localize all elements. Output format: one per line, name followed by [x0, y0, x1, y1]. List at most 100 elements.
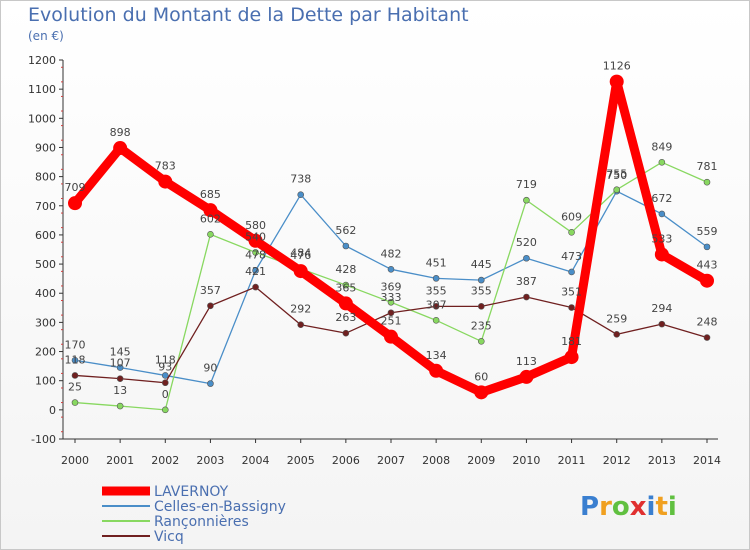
y-tick-label: 1100 — [28, 83, 56, 96]
data-label: 755 — [606, 168, 627, 181]
x-tick-label: 2008 — [422, 454, 450, 467]
data-point — [703, 243, 711, 251]
data-point — [161, 372, 169, 379]
data-point — [116, 375, 124, 382]
x-tick-label: 2011 — [558, 454, 586, 467]
data-label: 783 — [155, 160, 176, 173]
data-label: 1126 — [603, 60, 631, 73]
y-tick-label: 1000 — [28, 112, 56, 125]
data-point — [432, 303, 440, 310]
data-label: 251 — [381, 315, 402, 328]
data-label: 145 — [110, 346, 131, 359]
data-label: 602 — [200, 212, 221, 225]
data-label: 476 — [290, 249, 311, 262]
data-point — [429, 363, 444, 378]
y-tick-label: 600 — [35, 229, 56, 242]
x-tick-label: 2013 — [648, 454, 676, 467]
data-label: 294 — [651, 302, 672, 315]
data-label: 263 — [335, 311, 356, 324]
data-label: 478 — [245, 248, 266, 261]
data-label: 781 — [697, 160, 718, 173]
data-point — [613, 331, 621, 338]
data-point — [564, 350, 579, 365]
data-point — [658, 210, 666, 218]
data-point — [568, 304, 575, 311]
data-label: 90 — [203, 362, 217, 375]
data-point — [568, 268, 575, 276]
data-point — [116, 364, 124, 371]
data-label: 580 — [245, 219, 266, 232]
data-label: 248 — [697, 316, 718, 329]
chart-title: Evolution du Montant de la Dette par Hab… — [28, 4, 469, 26]
data-label: 540 — [245, 230, 266, 243]
data-point — [252, 249, 259, 256]
y-tick-label: -100 — [31, 433, 56, 446]
data-label: 369 — [381, 280, 402, 293]
data-point — [161, 406, 169, 414]
legend-label: Celles-en-Bassigny — [154, 499, 286, 515]
data-label: 709 — [65, 181, 86, 194]
data-label: 559 — [697, 225, 718, 238]
data-label: 849 — [651, 140, 672, 153]
data-point — [113, 141, 128, 156]
x-tick-label: 2009 — [467, 454, 495, 467]
data-label: 473 — [561, 250, 582, 263]
data-point — [116, 402, 124, 410]
x-tick-label: 2002 — [151, 454, 179, 467]
y-tick-label: 400 — [35, 287, 56, 300]
data-label: 118 — [65, 353, 86, 366]
y-tick-label: 300 — [35, 316, 56, 329]
data-point — [703, 178, 711, 186]
data-point — [248, 233, 263, 248]
data-point — [474, 385, 489, 400]
data-label: 685 — [200, 188, 221, 201]
series-line-LAVERNOY — [71, 77, 710, 397]
x-tick-label: 2006 — [332, 454, 360, 467]
data-point — [477, 338, 485, 345]
data-label: 451 — [426, 256, 447, 269]
y-tick-label: 0 — [49, 404, 56, 417]
x-tick-label: 2007 — [377, 454, 405, 467]
legend-label: Rançonnières — [154, 514, 249, 530]
data-point — [207, 231, 214, 238]
data-point — [568, 228, 575, 236]
data-label: 387 — [516, 275, 537, 288]
data-label: 672 — [651, 192, 672, 205]
data-point — [432, 317, 440, 324]
data-label: 898 — [110, 126, 131, 139]
y-tick-label: 1200 — [28, 54, 56, 67]
legend-label: Vicq — [154, 529, 184, 545]
data-point — [519, 369, 534, 384]
data-label: 107 — [110, 357, 131, 370]
data-label: 609 — [561, 210, 582, 223]
data-point — [613, 186, 621, 194]
data-label: 13 — [113, 384, 127, 397]
data-point — [387, 266, 395, 273]
data-point — [384, 329, 398, 344]
x-tick-label: 2004 — [242, 454, 270, 467]
data-point — [203, 203, 218, 218]
y-tick-label: 200 — [35, 346, 56, 359]
data-point — [658, 159, 666, 166]
data-point — [207, 380, 214, 387]
data-label: 355 — [471, 284, 492, 297]
data-point — [207, 302, 214, 310]
x-tick-label: 2000 — [61, 454, 89, 467]
data-point — [387, 298, 395, 306]
data-point — [609, 74, 624, 89]
x-tick-label: 2003 — [196, 454, 224, 467]
data-point — [342, 329, 350, 337]
y-tick-label: 800 — [35, 171, 56, 184]
data-label: 355 — [426, 284, 447, 297]
data-point — [293, 264, 308, 279]
data-point — [71, 356, 79, 364]
data-label: 351 — [561, 286, 582, 299]
data-point — [523, 254, 530, 262]
data-label: 445 — [471, 258, 492, 271]
data-point — [338, 296, 353, 311]
x-tick-label: 2005 — [287, 454, 315, 467]
data-label: 719 — [516, 178, 537, 191]
x-tick-label: 2010 — [512, 454, 540, 467]
data-point — [158, 174, 173, 189]
